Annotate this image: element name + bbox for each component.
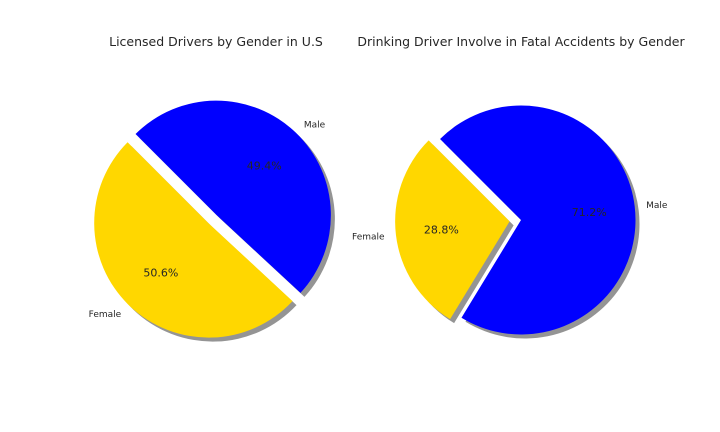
label-layer: Female 50.6% Male 49.4%: [89, 120, 326, 320]
pie-slice-male: [440, 105, 636, 335]
slice-label-male: Male: [646, 201, 668, 211]
pie-slice-female: [395, 140, 510, 320]
slice-label-female: Female: [352, 232, 385, 242]
slice-percent-male: 71.2%: [572, 206, 607, 219]
pie-chart-drinking-drivers: Drinking Driver Involve in Fatal Acciden…: [352, 34, 685, 339]
slice-percent-male: 49.4%: [247, 160, 282, 173]
slice-layer: [395, 105, 636, 335]
pie-chart-licensed-drivers: Licensed Drivers by Gender in U.S Female…: [89, 34, 335, 342]
slice-label-female: Female: [89, 310, 122, 320]
label-layer: Female 28.8% Male 71.2%: [352, 201, 668, 242]
slice-percent-female: 50.6%: [143, 267, 178, 280]
chart-title-drinking-drivers: Drinking Driver Involve in Fatal Acciden…: [357, 34, 685, 49]
pie-slice-male: [135, 100, 331, 293]
pie-slice-female: [94, 142, 293, 338]
slice-percent-female: 28.8%: [424, 224, 459, 237]
chart-title-licensed-drivers: Licensed Drivers by Gender in U.S: [109, 34, 323, 49]
slice-label-male: Male: [304, 120, 326, 130]
slice-layer: [94, 100, 331, 338]
